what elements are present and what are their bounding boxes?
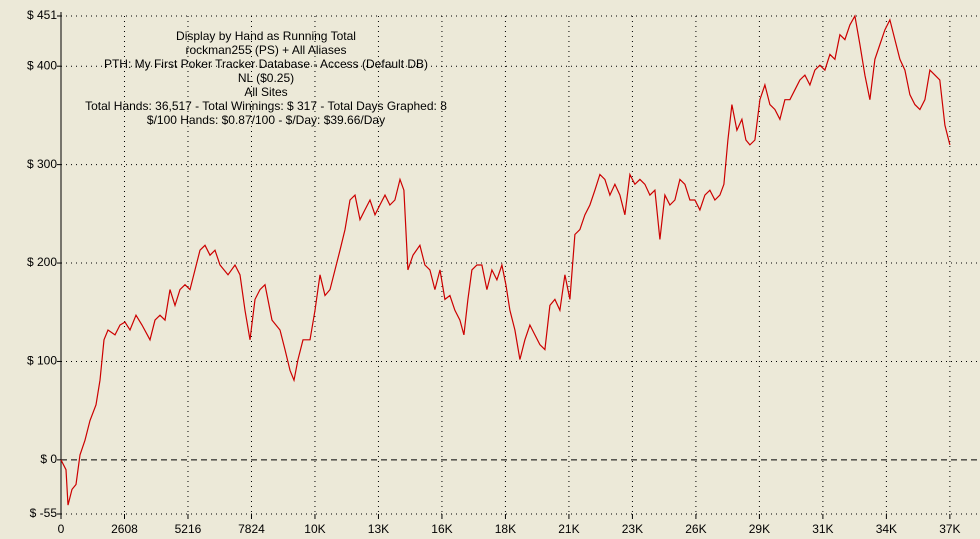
x-tick-label: 26K xyxy=(685,522,706,536)
x-tick-label: 34K xyxy=(876,522,897,536)
y-tick-label: $ 200 xyxy=(27,255,57,269)
y-tick-label: $ 400 xyxy=(27,58,57,72)
x-tick-label: 31K xyxy=(812,522,833,536)
x-tick-label: 13K xyxy=(368,522,389,536)
subtitle-line: $/100 Hands: $0.87/100 - $/Day: $39.66/D… xyxy=(147,113,385,127)
x-tick-label: 23K xyxy=(622,522,643,536)
subtitle-line: NL ($0.25) xyxy=(238,71,294,85)
x-tick-label: 0 xyxy=(58,522,65,536)
subtitle-line: Total Hands: 36,517 - Total Winnings: $ … xyxy=(85,99,447,113)
x-tick-label: 5216 xyxy=(175,522,202,536)
title-block: Display by Hand as Running Total xyxy=(176,29,356,43)
y-tick-label: $ -55 xyxy=(30,506,58,520)
x-tick-label: 16K xyxy=(431,522,452,536)
x-tick-label: 29K xyxy=(749,522,770,536)
chart-title: Display by Hand as Running Total xyxy=(176,29,356,43)
y-tick-label: $ 300 xyxy=(27,157,57,171)
subtitle-line: rockman255 (PS) + All Aliases xyxy=(185,43,346,57)
x-tick-label: 21K xyxy=(558,522,579,536)
x-tick-label: 37K xyxy=(939,522,960,536)
y-tick-label: $ 0 xyxy=(40,452,57,466)
subtitle-line: PTH: My First Poker Tracker Database - A… xyxy=(104,57,428,71)
subtitle-line: All Sites xyxy=(244,85,287,99)
x-tick-label: 10K xyxy=(304,522,325,536)
data-line xyxy=(60,14,951,506)
x-tick-label: 2608 xyxy=(111,522,138,536)
y-tick-label: $ 100 xyxy=(27,354,57,368)
x-tick-label: 18K xyxy=(495,522,516,536)
x-tick-label: 7824 xyxy=(238,522,265,536)
y-tick-label: $ 451 xyxy=(27,8,57,22)
